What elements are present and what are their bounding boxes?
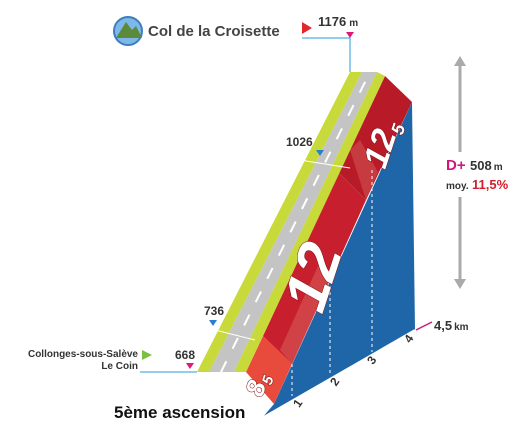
start-subname: Le Coin — [101, 361, 138, 372]
leader-line — [302, 38, 350, 72]
waypoint-altitude: 736 — [204, 304, 224, 318]
flag — [302, 22, 312, 34]
leader-line — [416, 322, 432, 330]
climb-profile: 01234 85 12 125 Col de la Croisette 1176… — [0, 0, 515, 421]
marker — [209, 320, 217, 326]
marker — [346, 32, 354, 38]
summit-name: Col de la Croisette — [148, 23, 280, 40]
flag — [142, 350, 152, 360]
gain-label: D+ — [446, 157, 466, 174]
arrowhead — [454, 279, 466, 289]
arrowhead — [454, 56, 466, 66]
avg-gradient: 11,5% — [472, 177, 509, 192]
waypoint-altitude: 1026 — [286, 135, 313, 149]
start-name: Collonges-sous-Salève — [28, 349, 138, 360]
caption: 5ème ascension — [114, 403, 245, 421]
marker — [186, 363, 194, 369]
avg-label: moy. — [446, 181, 469, 192]
start-altitude: 668 — [175, 348, 195, 362]
